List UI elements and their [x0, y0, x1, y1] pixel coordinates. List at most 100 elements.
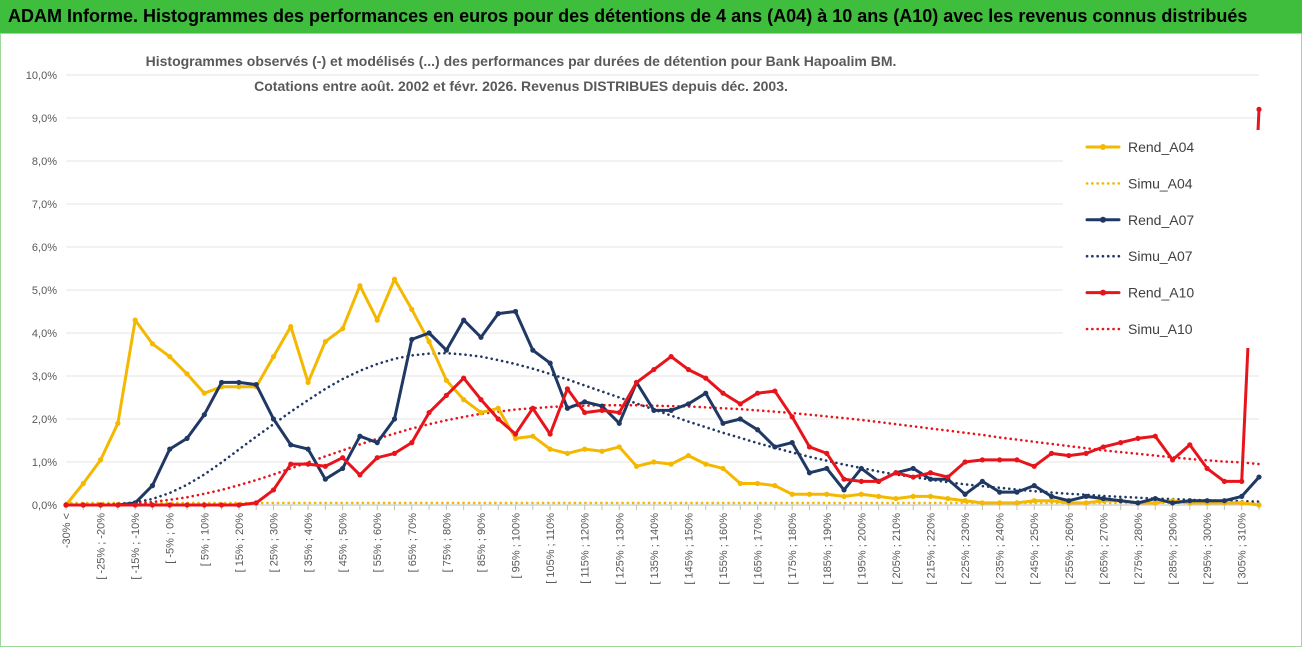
data-point	[582, 446, 588, 452]
x-axis: -30% < [ -25% ; -20% [ -15% ; -10% [ -5% ; …	[61, 505, 1260, 585]
data-point	[599, 403, 605, 409]
series-line-rend-a04	[64, 277, 1261, 507]
x-tick-label: [ 295% ; 300%	[1202, 513, 1214, 585]
x-tick-label: [ 185% ; 190%	[822, 513, 834, 585]
data-point	[789, 440, 795, 446]
data-point	[703, 375, 709, 381]
data-point	[426, 330, 432, 336]
data-point	[1256, 106, 1262, 112]
data-point	[1066, 452, 1072, 459]
data-point	[582, 409, 588, 416]
x-tick-label: [ 25% ; 30%	[268, 513, 280, 573]
data-point	[80, 480, 86, 487]
data-point	[876, 493, 882, 499]
data-point	[651, 459, 657, 465]
y-tick-label: 10,0%	[26, 70, 57, 82]
data-point	[305, 461, 311, 467]
data-point	[564, 405, 571, 411]
data-point	[824, 491, 830, 497]
chart-title-line-1: Histogrammes observés (-) et modélisés (…	[146, 53, 897, 69]
data-point	[927, 476, 934, 482]
data-point	[633, 463, 640, 469]
data-point	[754, 390, 761, 396]
data-point	[426, 409, 432, 416]
data-point	[685, 452, 692, 459]
data-point	[858, 465, 864, 472]
legend-marker	[1100, 289, 1106, 296]
data-point	[305, 446, 311, 452]
x-tick-label: [ 245% ; 250%	[1029, 513, 1041, 585]
x-tick-label: [ 75% ; 80%	[441, 513, 453, 573]
data-point	[789, 491, 795, 497]
data-point	[979, 500, 985, 506]
series-line-rend-a10	[64, 107, 1261, 507]
x-tick-label: [ 265% ; 270%	[1098, 513, 1110, 585]
legend-label: Simu_A04	[1128, 175, 1193, 191]
data-point	[893, 470, 899, 476]
x-tick-label: [ 15% ; 20%	[234, 513, 246, 573]
data-point	[357, 433, 363, 439]
x-tick-label: [ 5% ; 10%	[199, 513, 211, 566]
data-point	[1152, 495, 1158, 502]
legend: Rend_A04 Simu_A04 Rend_A07 Simu_A07 Rend_A10…	[1063, 130, 1263, 348]
data-point	[945, 495, 951, 502]
report-title-banner: ADAM Informe. Histogrammes des performan…	[0, 0, 1302, 33]
data-point	[737, 401, 743, 407]
legend-box	[1063, 130, 1263, 348]
data-point	[236, 384, 242, 390]
data-point	[599, 448, 605, 454]
data-point	[806, 444, 813, 450]
data-point	[564, 386, 571, 392]
data-point	[374, 455, 380, 461]
data-point	[841, 476, 847, 482]
data-point	[1187, 498, 1193, 504]
legend-item-simu-a07: Simu_A07	[1085, 248, 1193, 264]
data-point	[910, 465, 916, 472]
data-point	[478, 397, 484, 403]
data-point	[184, 371, 190, 377]
data-point	[1083, 450, 1089, 456]
data-point	[1066, 498, 1072, 504]
series-simu-a07	[64, 351, 1261, 507]
data-point	[668, 407, 674, 413]
x-tick-label: [ 155% ; 160%	[718, 513, 730, 585]
data-point	[1083, 493, 1089, 499]
data-point	[184, 502, 190, 508]
data-point	[63, 502, 69, 508]
y-tick-label: 9,0%	[32, 113, 57, 125]
x-tick-label: [ 285% ; 290%	[1168, 513, 1180, 585]
data-point	[910, 474, 916, 480]
legend-item-simu-a04: Simu_A04	[1085, 175, 1193, 191]
data-point	[927, 470, 934, 476]
data-point	[288, 442, 294, 448]
data-point	[1014, 489, 1020, 495]
data-point	[1204, 498, 1210, 504]
y-tick-label: 0,0%	[32, 500, 57, 512]
legend-label: Rend_A07	[1128, 212, 1194, 228]
data-point	[789, 414, 795, 420]
data-point	[270, 487, 277, 493]
y-tick-label: 1,0%	[32, 457, 57, 469]
data-point	[1221, 498, 1228, 504]
data-point	[772, 483, 778, 489]
data-point	[443, 392, 449, 398]
data-point	[512, 308, 519, 315]
data-point	[616, 409, 622, 416]
legend-item-simu-a10: Simu_A10	[1085, 321, 1193, 337]
data-point	[97, 457, 104, 463]
x-tick-label: [ 165% ; 170%	[753, 513, 765, 585]
data-point	[270, 354, 277, 360]
x-tick-label: [ 275% ; 280%	[1133, 513, 1145, 585]
data-point	[1118, 498, 1124, 504]
data-point	[1152, 433, 1158, 439]
data-point	[1239, 500, 1245, 506]
data-point	[564, 450, 571, 456]
data-point	[322, 339, 328, 345]
data-point	[167, 446, 173, 452]
legend-marker	[1100, 216, 1106, 223]
data-point	[1239, 493, 1245, 499]
data-point	[1256, 474, 1262, 480]
histogram-chart: Histogrammes observés (-) et modélisés (…	[26, 53, 1263, 585]
data-point	[461, 375, 467, 381]
data-point	[720, 465, 726, 472]
